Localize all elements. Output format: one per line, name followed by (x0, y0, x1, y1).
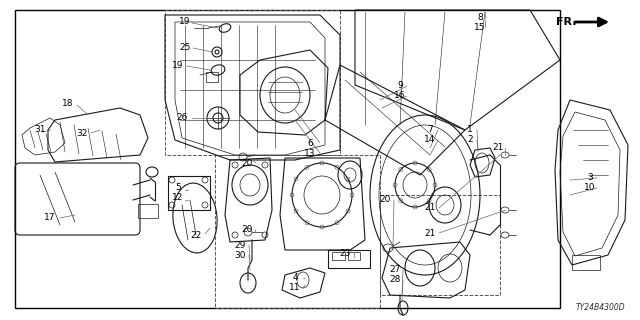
Text: 17: 17 (44, 213, 56, 222)
Bar (348, 252, 360, 260)
Bar (332, 252, 345, 260)
Text: FR.: FR. (556, 17, 577, 27)
Text: 30: 30 (234, 251, 246, 260)
Text: 9: 9 (397, 81, 403, 90)
Bar (165, 10, 340, 155)
Bar (138, 204, 158, 218)
Text: 19: 19 (179, 18, 191, 27)
Bar (206, 72, 218, 82)
Bar (168, 176, 210, 210)
Text: 32: 32 (76, 129, 88, 138)
Text: 27: 27 (389, 266, 401, 275)
Text: 11: 11 (289, 284, 301, 292)
Text: 18: 18 (62, 99, 74, 108)
Text: 6: 6 (307, 139, 313, 148)
Text: 10: 10 (584, 183, 596, 193)
Text: 29: 29 (234, 241, 246, 250)
Bar (380, 195, 500, 295)
Text: 15: 15 (474, 22, 486, 31)
Text: 22: 22 (190, 231, 202, 241)
Text: 4: 4 (292, 274, 298, 283)
Text: 12: 12 (172, 194, 184, 203)
Text: 5: 5 (175, 183, 181, 193)
Text: TY24B4300D: TY24B4300D (575, 303, 625, 312)
Bar (15, 10, 560, 308)
Text: 3: 3 (587, 173, 593, 182)
Bar (572, 255, 600, 270)
Text: 31: 31 (35, 125, 45, 134)
Text: 21: 21 (492, 143, 504, 153)
Text: 20: 20 (241, 226, 253, 235)
Text: 19: 19 (172, 60, 184, 69)
Text: 1: 1 (467, 125, 473, 134)
Text: 2: 2 (467, 135, 473, 145)
Text: 8: 8 (477, 13, 483, 22)
Text: 23: 23 (339, 249, 351, 258)
Bar (215, 155, 380, 308)
Text: 26: 26 (176, 114, 188, 123)
Text: 20: 20 (380, 196, 390, 204)
Text: 25: 25 (179, 43, 191, 52)
Text: 16: 16 (394, 91, 406, 100)
Text: 7: 7 (427, 125, 433, 134)
Text: 13: 13 (304, 148, 316, 157)
Text: 21: 21 (424, 228, 436, 237)
Text: 20: 20 (241, 158, 253, 167)
Bar (328, 250, 370, 268)
Text: 14: 14 (424, 135, 436, 145)
Text: 28: 28 (389, 276, 401, 284)
Text: 21: 21 (424, 204, 436, 212)
